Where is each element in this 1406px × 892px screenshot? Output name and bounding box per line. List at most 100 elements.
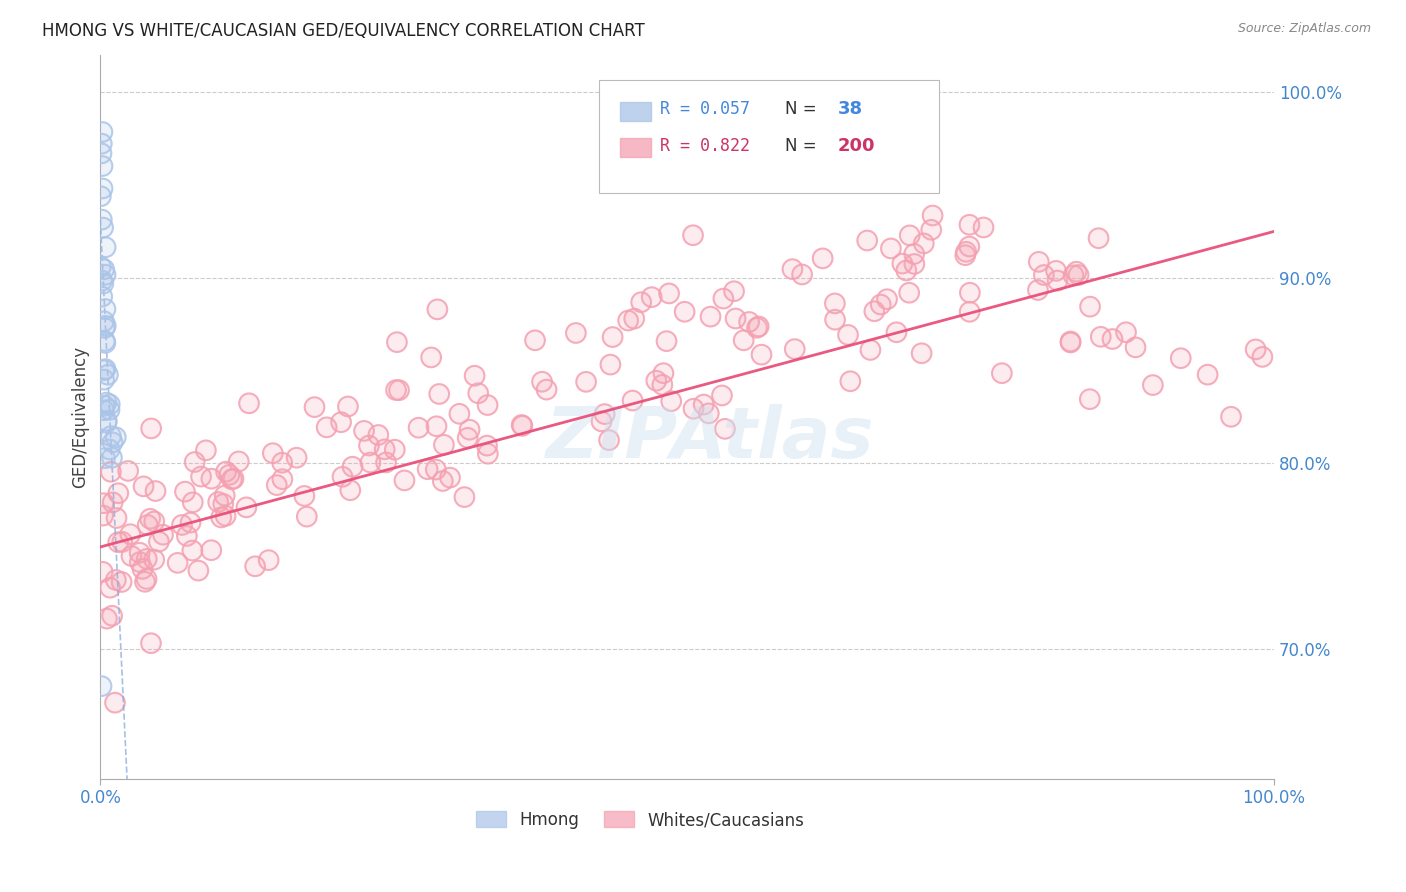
Point xyxy=(228,454,250,468)
Point xyxy=(433,438,456,452)
Point xyxy=(385,383,408,397)
Point xyxy=(94,240,117,254)
Point xyxy=(388,383,411,397)
Point xyxy=(898,285,921,300)
Point xyxy=(1087,231,1109,245)
Point xyxy=(367,428,389,442)
Point xyxy=(1066,265,1088,279)
Point xyxy=(957,239,980,253)
Point xyxy=(782,262,804,277)
Point xyxy=(475,439,498,453)
Point xyxy=(394,474,416,488)
Point xyxy=(94,318,117,333)
Point xyxy=(136,518,159,533)
Point xyxy=(330,415,353,429)
Point xyxy=(194,443,217,458)
Point xyxy=(90,189,112,203)
Point xyxy=(733,334,755,348)
Point xyxy=(957,239,980,253)
Point xyxy=(1197,368,1219,382)
Point xyxy=(536,383,558,397)
Point xyxy=(602,330,624,344)
Point xyxy=(891,256,914,270)
Point xyxy=(91,220,114,235)
Point xyxy=(1078,300,1101,314)
Point xyxy=(94,240,117,254)
Point xyxy=(426,302,449,317)
Point xyxy=(139,512,162,526)
Point xyxy=(90,136,112,151)
Point xyxy=(394,474,416,488)
Point xyxy=(342,459,364,474)
Point xyxy=(880,242,903,256)
Point xyxy=(682,228,704,243)
Point xyxy=(315,420,337,434)
Point xyxy=(93,277,115,291)
Point xyxy=(304,400,326,414)
Point xyxy=(143,515,166,529)
Point xyxy=(107,486,129,500)
Point xyxy=(697,406,720,420)
Point xyxy=(91,220,114,235)
Point xyxy=(575,375,598,389)
Point xyxy=(876,292,898,306)
Point xyxy=(315,420,337,434)
Y-axis label: GED/Equivalency: GED/Equivalency xyxy=(72,346,89,488)
Point xyxy=(90,136,112,151)
Point xyxy=(330,415,353,429)
Point xyxy=(94,301,117,316)
Point xyxy=(90,212,112,227)
Point xyxy=(209,510,232,524)
Point xyxy=(425,462,447,476)
Point xyxy=(93,363,115,377)
Point xyxy=(98,442,121,457)
Point xyxy=(1059,335,1081,350)
Point xyxy=(271,472,294,486)
Text: N =: N = xyxy=(785,136,821,154)
Point xyxy=(1115,325,1137,339)
Point xyxy=(824,296,846,310)
Point xyxy=(91,159,114,173)
Point xyxy=(1059,335,1081,350)
Point xyxy=(266,478,288,492)
Point xyxy=(143,552,166,566)
Point xyxy=(477,447,499,461)
Point xyxy=(200,543,222,558)
Point xyxy=(453,490,475,504)
Point xyxy=(212,497,235,511)
Point xyxy=(697,406,720,420)
Point xyxy=(243,559,266,574)
Point xyxy=(91,290,114,304)
Point xyxy=(132,479,155,493)
Point xyxy=(658,286,681,301)
Point xyxy=(751,348,773,362)
Point xyxy=(920,223,942,237)
Point xyxy=(1115,325,1137,339)
Point xyxy=(91,565,114,579)
Point xyxy=(510,417,533,432)
Point xyxy=(420,351,443,365)
Point xyxy=(117,464,139,478)
Point xyxy=(699,310,721,324)
Point xyxy=(120,549,142,563)
Point xyxy=(90,260,112,274)
Point xyxy=(107,535,129,549)
Point xyxy=(591,414,613,428)
Point xyxy=(408,420,430,434)
Point xyxy=(93,314,115,328)
Point xyxy=(839,374,862,388)
Point xyxy=(886,326,908,340)
Point xyxy=(682,228,704,243)
Point xyxy=(200,472,222,486)
Point xyxy=(738,315,761,329)
Point xyxy=(903,247,925,261)
Point xyxy=(973,220,995,235)
Point xyxy=(97,368,120,382)
Point xyxy=(959,218,981,232)
Point xyxy=(101,495,124,509)
Point xyxy=(655,334,678,348)
Point xyxy=(212,497,235,511)
Point xyxy=(425,419,447,434)
Point xyxy=(659,394,682,409)
Point xyxy=(641,290,664,304)
